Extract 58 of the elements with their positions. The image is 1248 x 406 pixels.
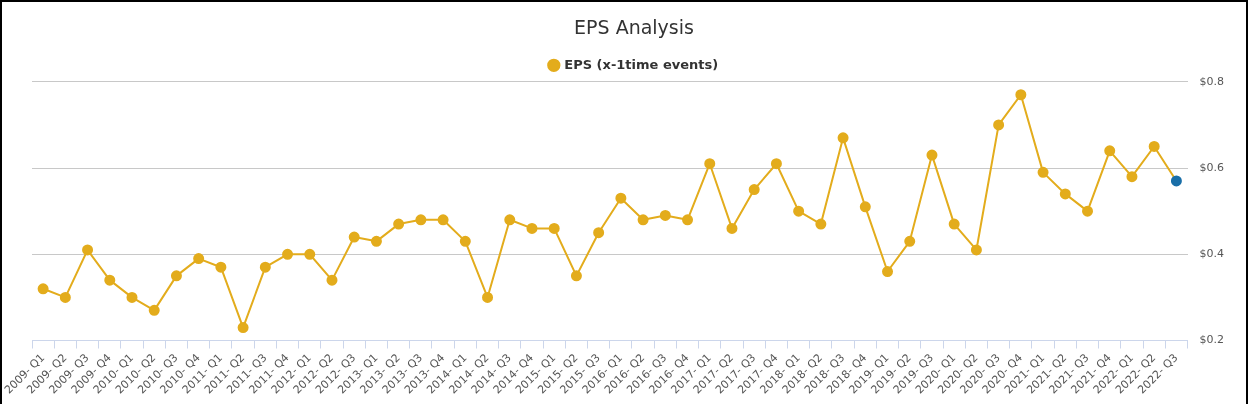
point [593,227,605,239]
point [37,283,49,295]
point [170,270,182,282]
point [704,158,716,170]
point [615,192,627,204]
point [1148,140,1160,152]
point [770,158,782,170]
point [1082,205,1094,217]
point [259,261,271,273]
point [437,214,449,226]
point [282,248,294,260]
point [304,248,316,260]
point [504,214,516,226]
point [1037,166,1049,178]
point [926,149,938,161]
point [104,274,116,286]
point [459,235,471,247]
point [904,235,916,247]
point [682,214,694,226]
point [659,209,671,221]
point [237,322,249,334]
point [482,291,494,303]
point [348,231,360,243]
point [815,218,827,230]
point [526,222,538,234]
point [215,261,227,273]
point [993,119,1005,131]
y-tick-label: $0.8 [1199,74,1225,88]
point [1015,89,1027,101]
chart-title: EPS Analysis [574,16,694,39]
point [193,253,205,265]
point [126,291,138,303]
point [570,270,582,282]
legend-label: EPS (x-1time events) [564,56,719,72]
point [859,201,871,213]
point [1170,175,1182,187]
point [1126,171,1138,183]
point [393,218,405,230]
point [970,244,982,256]
point [1059,188,1071,200]
point [326,274,338,286]
point [1104,145,1116,157]
point [148,304,160,316]
point [637,214,649,226]
point [415,214,427,226]
point [882,266,894,278]
point [726,222,738,234]
point [370,235,382,247]
point [793,205,805,217]
y-tick-label: $0.4 [1199,247,1225,261]
y-tick-label: $0.2 [1199,333,1225,347]
point [82,244,94,256]
point [548,222,560,234]
point [837,132,849,144]
point [948,218,960,230]
point [59,291,71,303]
point [748,184,760,196]
y-tick-label: $0.6 [1199,160,1225,174]
